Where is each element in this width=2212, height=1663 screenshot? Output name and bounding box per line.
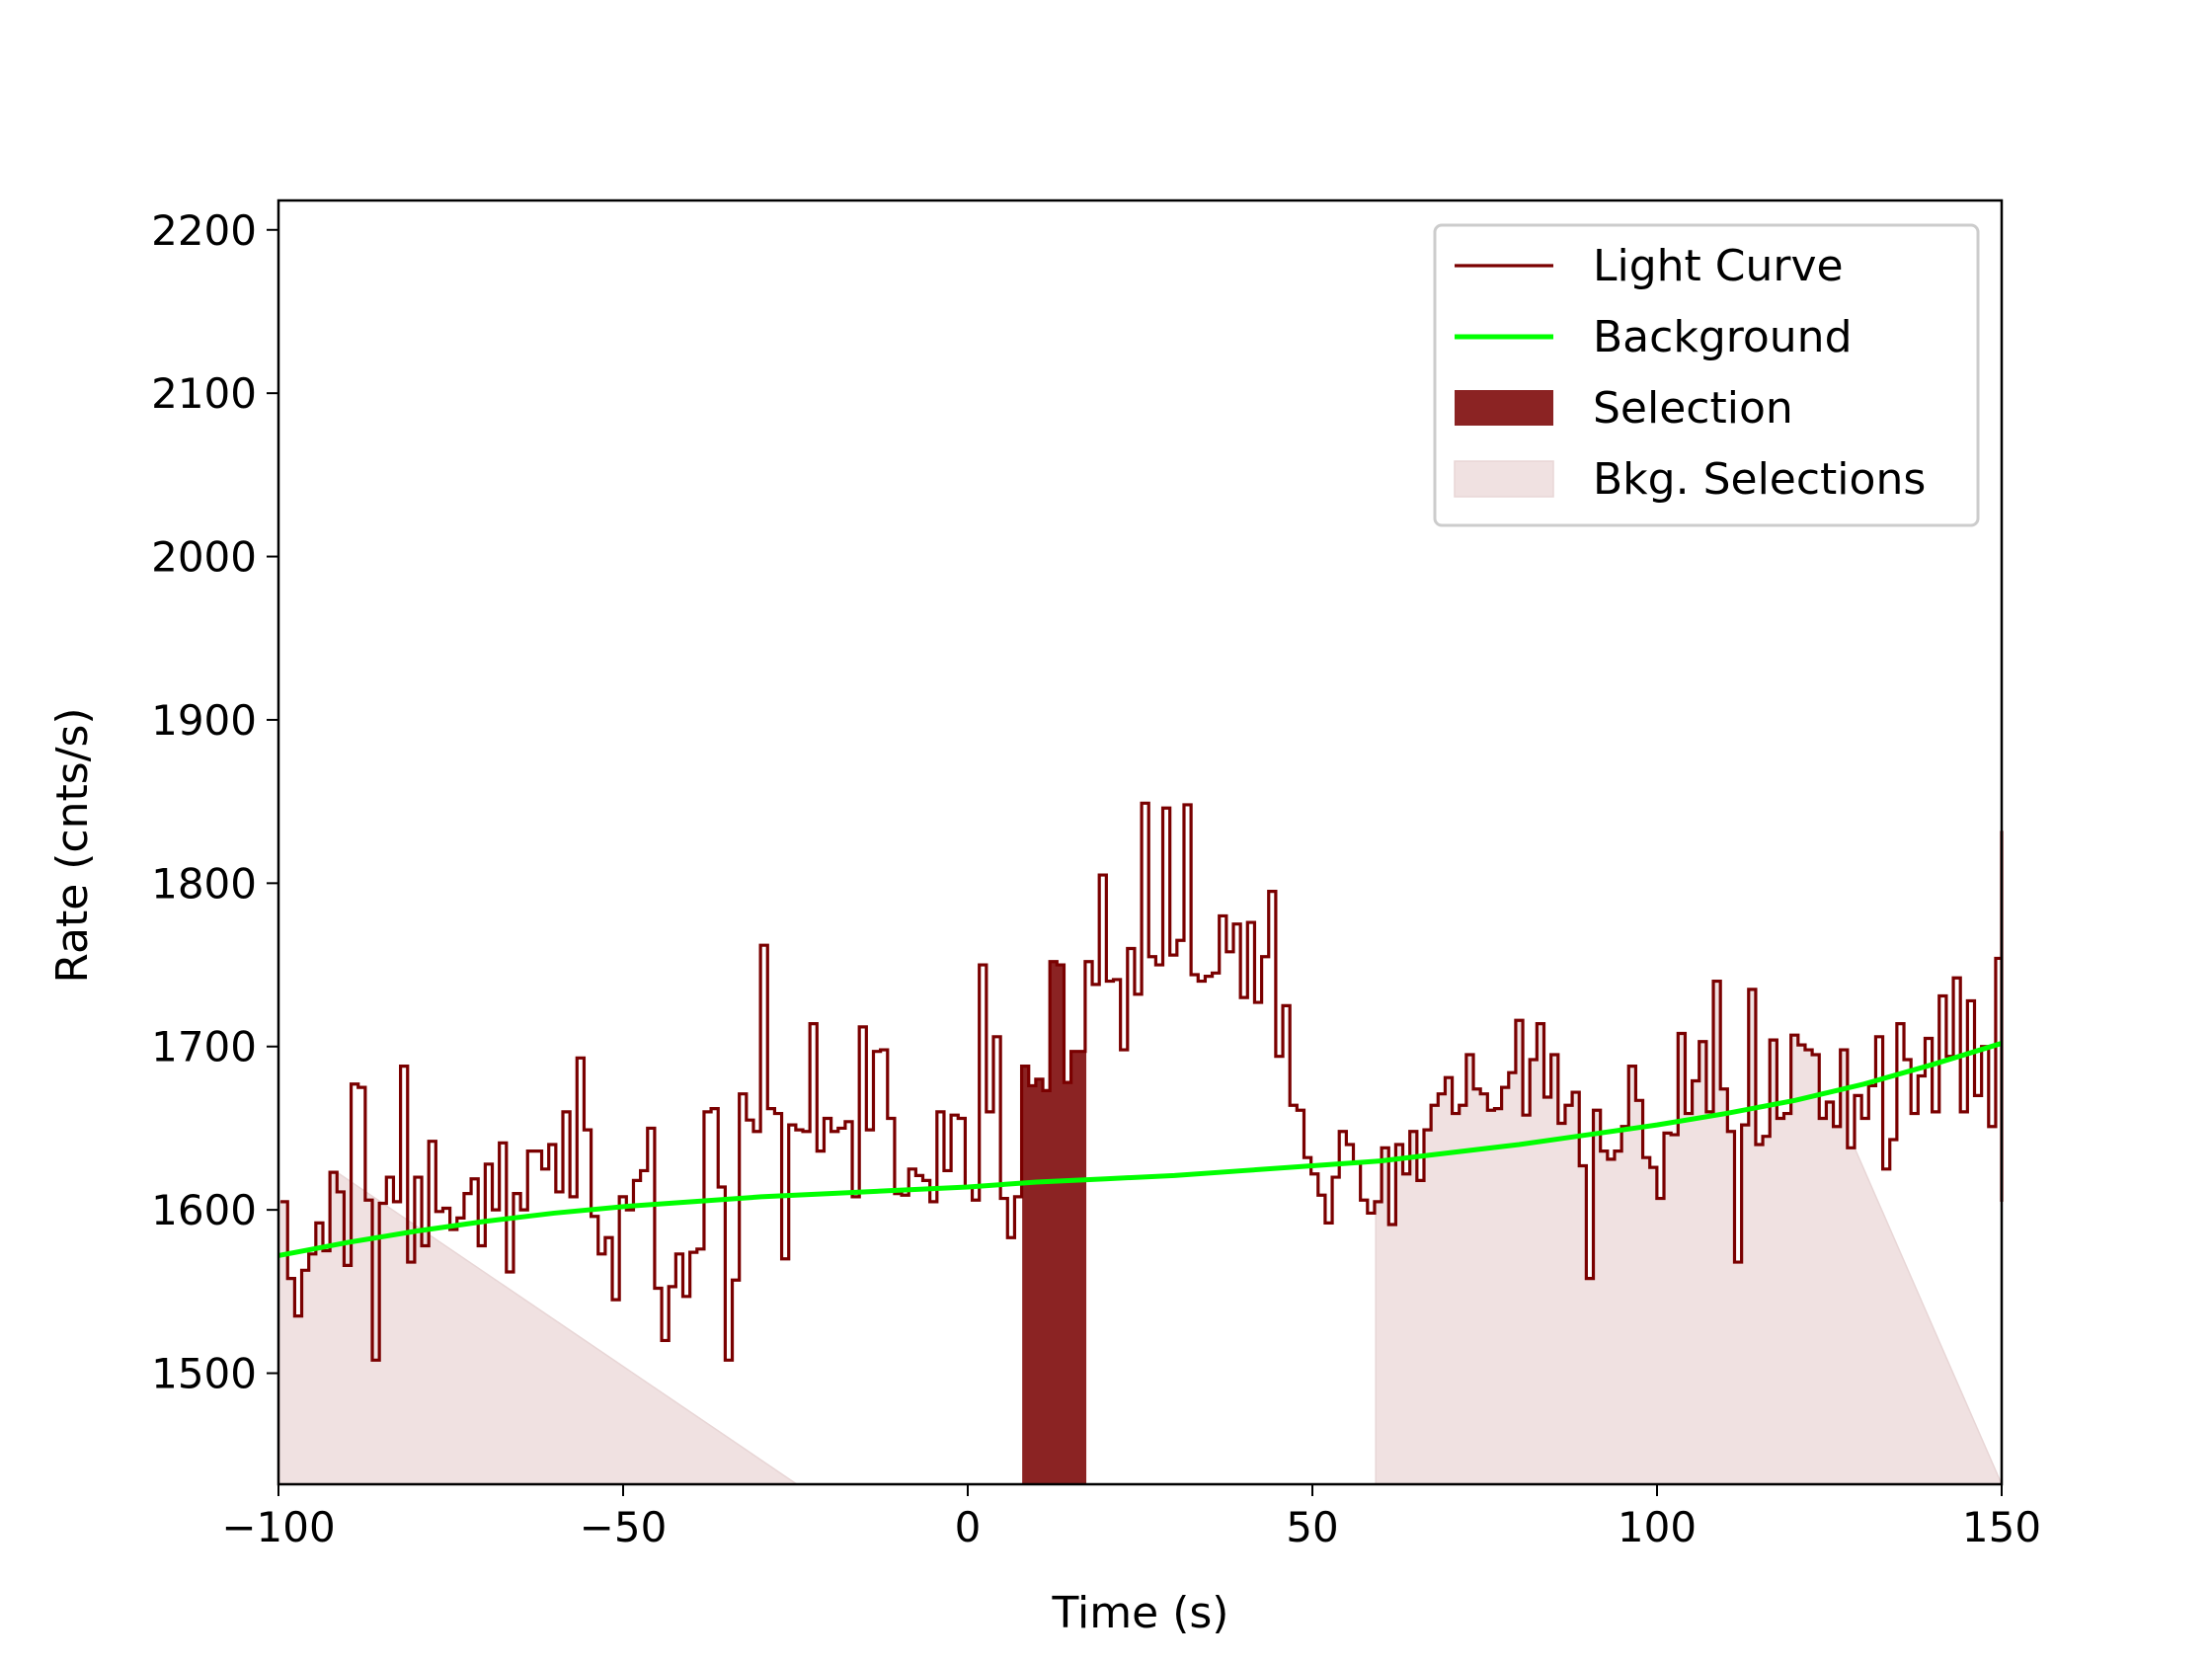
legend-entry-1: Light Curve xyxy=(1455,241,1844,291)
legend-label: Bkg. Selections xyxy=(1593,454,1926,505)
x-tick-label: 50 xyxy=(1286,1503,1338,1551)
legend-swatch xyxy=(1455,390,1553,426)
plot-frame xyxy=(276,198,2004,1486)
legend-label: Light Curve xyxy=(1593,241,1844,291)
y-tick-label: 1600 xyxy=(151,1186,257,1234)
legend-swatch xyxy=(1454,460,1554,498)
x-axis-label: Time (s) xyxy=(1052,1588,1229,1638)
x-tick-label: −50 xyxy=(580,1503,668,1551)
y-tick-label: 1700 xyxy=(151,1023,257,1071)
x-tick-label: −100 xyxy=(221,1503,335,1551)
legend-label: Background xyxy=(1593,312,1853,362)
y-axis-ticks: 1500 1600 1700 1800 1900 2000 2100 2200 xyxy=(151,206,278,1398)
y-tick-label: 1900 xyxy=(151,696,257,745)
x-tick-label: 150 xyxy=(1962,1503,2041,1551)
light-curve-series xyxy=(280,801,2004,1362)
y-tick-label: 2000 xyxy=(151,533,257,582)
y-tick-label: 2200 xyxy=(151,206,257,255)
background-model-series xyxy=(277,1041,2003,1258)
legend-entry-3: Selection xyxy=(1455,383,1793,434)
legend: Light Curve Background Selection Bkg. Selec… xyxy=(1433,223,1980,527)
legend-label: Selection xyxy=(1593,383,1793,434)
y-axis-label: Rate (cnts/s) xyxy=(47,707,98,983)
x-axis-ticks: −100 −50 0 50 100 150 xyxy=(221,1484,2041,1551)
y-tick-label: 2100 xyxy=(151,369,257,418)
selection-area xyxy=(1022,961,1087,1484)
legend-entry-2: Background xyxy=(1455,312,1853,362)
legend-entry-4: Bkg. Selections xyxy=(1454,454,1926,505)
light-curve-line xyxy=(280,801,2004,1362)
y-tick-label: 1800 xyxy=(151,859,257,908)
y-tick-label: 1500 xyxy=(151,1350,257,1398)
x-tick-label: 0 xyxy=(955,1503,982,1551)
x-tick-label: 100 xyxy=(1618,1503,1697,1551)
legend-frame xyxy=(1433,223,1980,527)
selection-region xyxy=(1022,961,1087,1484)
background-model-line xyxy=(277,1041,2003,1258)
